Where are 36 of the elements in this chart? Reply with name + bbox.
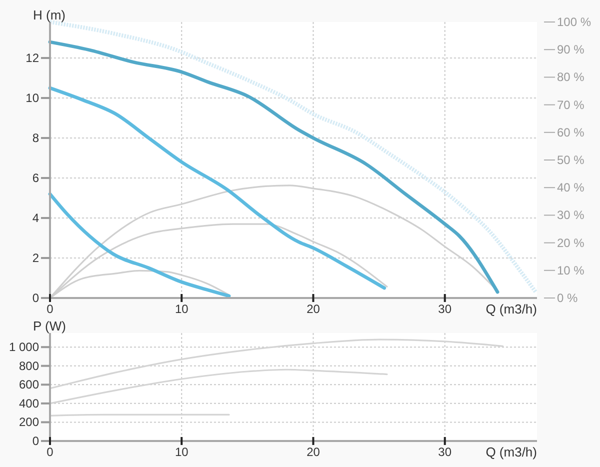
x-tick-label: 30 bbox=[438, 302, 452, 316]
x-tick-label: 10 bbox=[174, 302, 189, 316]
y2-tick-label: 80 % bbox=[557, 70, 585, 84]
y-axis-title: H (m) bbox=[33, 8, 66, 22]
y2-tick-label: 10 % bbox=[557, 263, 585, 278]
y-tick-label: 200 bbox=[18, 415, 40, 430]
y2-tick-label: 0 % bbox=[557, 291, 578, 305]
y2-tick-label: 70 % bbox=[557, 98, 585, 112]
y-tick-label: 0 bbox=[32, 434, 40, 448]
y-tick-label: 2 bbox=[32, 251, 40, 265]
x-tick-label: 30 bbox=[438, 445, 452, 459]
y-tick-label: 1 000 bbox=[8, 340, 40, 354]
y-tick-label: 4 bbox=[32, 211, 40, 225]
y-tick-label: 10 bbox=[26, 91, 40, 105]
x-tick-label: 20 bbox=[306, 445, 320, 459]
x-tick-label: 0 bbox=[46, 445, 54, 459]
y2-tick-label: 50 % bbox=[557, 153, 585, 167]
y2-tick-label: 20 % bbox=[557, 236, 585, 250]
y2-tick-label: 60 % bbox=[557, 125, 585, 140]
y2-tick-label: 30 % bbox=[557, 208, 585, 222]
y-tick-label: 600 bbox=[18, 378, 40, 392]
x-tick-label: 0 bbox=[46, 302, 54, 316]
y-tick-label: 800 bbox=[18, 358, 40, 373]
x-tick-label: 20 bbox=[306, 302, 320, 316]
y-axis-title: P (W) bbox=[33, 318, 66, 334]
y2-tick-label: 100 % bbox=[557, 15, 592, 29]
y2-tick-label: 40 % bbox=[557, 180, 585, 195]
y-tick-label: 6 bbox=[32, 171, 40, 185]
x-axis-title: Q (m3/h) bbox=[486, 302, 537, 316]
y-tick-label: 8 bbox=[32, 131, 40, 145]
x-axis-title: Q (m3/h) bbox=[486, 444, 537, 460]
y2-tick-label: 90 % bbox=[557, 42, 585, 57]
y-tick-label: 0 bbox=[32, 291, 40, 305]
y-tick-label: 400 bbox=[18, 396, 40, 410]
x-tick-label: 10 bbox=[174, 445, 189, 459]
y-tick-label: 12 bbox=[26, 51, 40, 65]
